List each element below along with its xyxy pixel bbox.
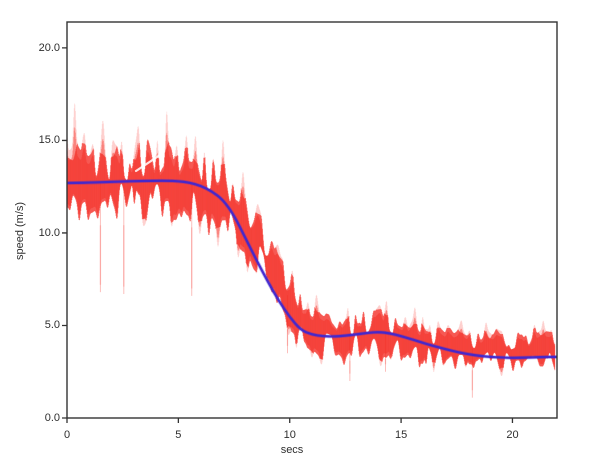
y-tick-label-20.0: 20.0 (38, 41, 60, 54)
x-tick-label-10: 10 (283, 429, 296, 441)
x-tick-label-15: 15 (394, 429, 408, 441)
y-tick-label-0.0: 0.0 (44, 412, 60, 424)
x-axis-title: secs (280, 444, 304, 456)
y-tick-label-10.0: 10.0 (38, 226, 60, 239)
x-tick-label-0: 0 (63, 429, 71, 441)
x-tick-label-5: 5 (175, 429, 182, 441)
x-tick-label-20: 20 (506, 429, 519, 441)
y-tick-label-15.0: 15.0 (38, 134, 60, 147)
y-axis-title: speed (m/s) (14, 201, 26, 261)
y-tick-label-5.0: 5.0 (44, 319, 60, 332)
